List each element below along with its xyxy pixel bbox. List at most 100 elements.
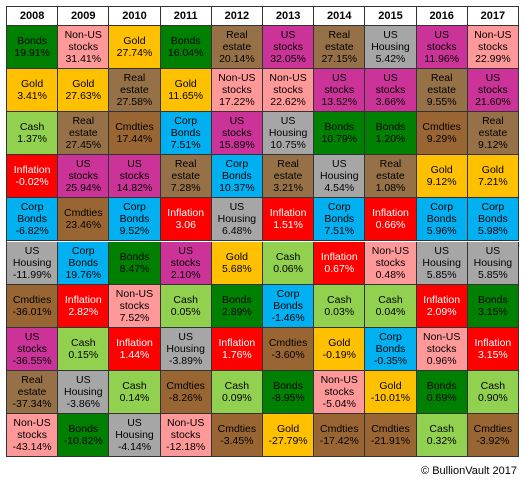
return-value: 19.76% <box>65 268 102 281</box>
return-value: 3.15% <box>478 348 508 361</box>
return-value: 1.76% <box>222 348 252 361</box>
return-value: 0.48% <box>375 268 406 281</box>
asset-label: Real <box>482 115 504 128</box>
return-value: 27.63% <box>65 90 102 103</box>
return-value: 10.75% <box>270 139 306 152</box>
table-cell: Real estate 27.58% <box>109 69 161 113</box>
table-cell: US stocks -36.55% <box>7 327 59 371</box>
asset-label: Real <box>379 158 402 171</box>
table-cell: Non-US stocks 0.96% <box>416 327 468 371</box>
return-value: -8.26% <box>169 391 203 404</box>
return-value: 7.21% <box>478 176 508 189</box>
return-value: 13.52% <box>321 96 358 109</box>
asset-label: US <box>178 330 193 343</box>
table-cell: US Housing 5.85% <box>467 241 519 285</box>
table-cell: US stocks 21.60% <box>467 69 519 113</box>
table-cell: Gold -0.19% <box>314 327 366 371</box>
return-value: 10.79% <box>321 133 358 146</box>
table-cell: Corp Bonds -0.35% <box>365 327 417 371</box>
asset-label: Bonds <box>426 213 457 226</box>
asset-label: Bonds <box>17 35 47 48</box>
table-cell: Cash 0.05% <box>160 284 212 328</box>
asset-label: Real <box>21 373 43 386</box>
asset-label: stocks <box>478 84 508 97</box>
asset-label: Non-US <box>167 416 205 429</box>
table-cell: Non-US stocks 17.22% <box>211 69 263 113</box>
return-value: 2.89% <box>222 305 252 318</box>
asset-label: US <box>280 115 296 128</box>
asset-label: Cmdties <box>166 379 205 392</box>
asset-label: Cash <box>122 379 147 392</box>
return-value: 3.21% <box>273 182 303 195</box>
asset-label: stocks <box>324 385 355 398</box>
asset-label: Non-US <box>371 244 410 257</box>
asset-label: Non-US <box>423 330 461 343</box>
year-header: 2015 <box>365 7 417 26</box>
asset-label: Housing <box>115 428 154 441</box>
asset-label: Cmdties <box>320 422 359 435</box>
return-value: 17.44% <box>116 133 153 146</box>
return-value: -1.46% <box>271 311 305 324</box>
return-value: -3.89% <box>169 354 203 367</box>
table-cell: Gold 7.21% <box>467 155 519 199</box>
return-value: -0.35% <box>373 354 408 367</box>
asset-label: Cash <box>429 422 454 435</box>
return-value: 1.44% <box>119 348 150 361</box>
year-header: 2012 <box>211 7 263 26</box>
table-cell: Cash 0.04% <box>365 284 417 328</box>
asset-label: Housing <box>371 41 410 54</box>
table-cell: Real estate 9.12% <box>467 112 519 156</box>
table-cell: Inflation 3.15% <box>467 327 519 371</box>
return-value: -8.95% <box>271 391 305 404</box>
asset-label: Cmdties <box>371 422 410 435</box>
table-cell: Non-US stocks 31.41% <box>58 26 110 70</box>
asset-label: Inflation <box>269 207 307 220</box>
asset-label: Gold <box>277 422 300 435</box>
returns-table: 2008 2009 2010 2011 2012 2013 2014 2015 2016 2017… <box>6 6 519 457</box>
asset-label: Non-US <box>320 373 358 386</box>
asset-label: Bonds <box>170 35 201 48</box>
return-value: -17.42% <box>319 434 359 447</box>
table-cell: Non-US stocks -12.18% <box>160 413 212 457</box>
asset-label: US <box>331 72 347 85</box>
return-value: 6.48% <box>222 225 252 238</box>
table-cell: Corp Bonds 9.52% <box>109 198 161 242</box>
return-value: 32.05% <box>270 53 306 66</box>
asset-label: stocks <box>478 41 508 54</box>
asset-label: Corp <box>225 158 249 171</box>
asset-label: Bonds <box>426 379 457 392</box>
return-value: 17.22% <box>219 96 255 109</box>
return-value: 2.10% <box>170 268 201 281</box>
asset-label: Bonds <box>478 293 508 306</box>
year-header: 2010 <box>109 7 161 26</box>
return-value: -0.19% <box>322 348 356 361</box>
asset-label: Cash <box>173 293 198 306</box>
asset-label: Inflation <box>13 164 51 177</box>
return-value: 1.20% <box>375 133 406 146</box>
asset-label: Bonds <box>222 170 252 183</box>
table-cell: Gold 9.12% <box>416 155 468 199</box>
asset-label: estate <box>171 170 200 183</box>
asset-label: Real <box>277 158 299 171</box>
return-value: 4.54% <box>324 182 355 195</box>
return-value: 20.14% <box>219 53 255 66</box>
table-cell: Cmdties -3.60% <box>263 327 315 371</box>
asset-label: Real <box>72 115 95 128</box>
return-value: -5.04% <box>322 397 356 410</box>
table-cell: Gold 11.65% <box>160 69 212 113</box>
asset-label: US <box>24 244 40 257</box>
asset-label: Inflation <box>474 336 512 349</box>
asset-label: US <box>178 244 193 257</box>
return-value: 0.67% <box>324 262 355 275</box>
table-cell: Real estate 1.08% <box>365 155 417 199</box>
asset-label: Cmdties <box>422 121 461 134</box>
table-cell: Cmdties -3.92% <box>467 413 519 457</box>
asset-label: Housing <box>320 170 359 183</box>
return-value: 11.65% <box>168 90 204 103</box>
table-cell: Bonds 2.89% <box>211 284 263 328</box>
table-cell: Cmdties -36.01% <box>7 284 59 328</box>
return-value: -11.99% <box>12 268 52 281</box>
asset-label: US <box>485 244 501 257</box>
return-value: 3.66% <box>375 96 406 109</box>
asset-label: Real <box>226 29 248 42</box>
